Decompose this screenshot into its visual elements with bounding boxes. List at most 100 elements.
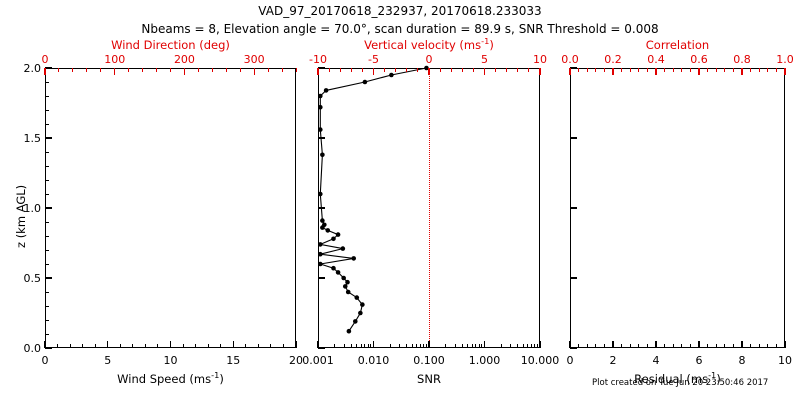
bottom-minor-tick xyxy=(370,344,372,348)
bottom-minor-tick xyxy=(758,344,760,348)
top-major-tick xyxy=(569,68,571,75)
top-major-tick xyxy=(784,68,786,75)
bottom-minor-tick xyxy=(419,344,421,348)
bottom-major-tick xyxy=(483,341,486,348)
y-major-tick xyxy=(318,347,325,349)
top-major-tick xyxy=(253,68,255,75)
y-minor-tick xyxy=(45,109,49,111)
bottom-minor-tick xyxy=(603,344,605,348)
snr-data-point xyxy=(318,242,323,247)
bottom-minor-tick xyxy=(732,344,734,348)
top-minor-tick xyxy=(225,68,227,72)
y-minor-tick xyxy=(45,95,49,97)
top-minor-tick xyxy=(629,68,631,72)
bottom-minor-tick xyxy=(245,344,247,348)
bottom-minor-tick xyxy=(629,344,631,348)
top-minor-tick xyxy=(586,68,588,72)
top-major-tick xyxy=(44,68,46,75)
snr-data-point xyxy=(346,328,352,334)
y-minor-tick xyxy=(45,291,49,293)
plot-creation-stamp: Plot created on Tue Jun 20 23:50:46 2017 xyxy=(592,378,769,388)
bottom-minor-tick xyxy=(257,344,259,348)
y-major-tick xyxy=(570,67,577,69)
bottom-axis-label: SNR xyxy=(417,372,441,386)
y-tick-label: 1.5 xyxy=(23,132,42,145)
top-minor-tick xyxy=(775,68,777,72)
snr-data-point xyxy=(331,265,336,271)
bottom-tick-label: 0 xyxy=(566,354,574,367)
top-major-tick xyxy=(539,68,541,75)
top-tick-label: 0.0 xyxy=(561,53,579,66)
bottom-minor-tick xyxy=(638,344,640,348)
top-tick-label: 0.8 xyxy=(733,53,751,66)
bottom-minor-tick xyxy=(57,344,59,348)
y-minor-tick xyxy=(45,81,49,83)
snr-data-point xyxy=(318,127,323,132)
bottom-major-tick xyxy=(232,341,234,348)
bottom-minor-tick xyxy=(416,344,418,348)
bottom-minor-tick xyxy=(621,344,623,348)
bottom-minor-tick xyxy=(475,344,477,348)
top-minor-tick xyxy=(672,68,674,72)
top-minor-tick xyxy=(715,68,717,72)
bottom-tick-label: 10 xyxy=(163,354,178,367)
y-major-tick xyxy=(45,67,52,69)
top-minor-tick xyxy=(750,68,752,72)
bottom-minor-tick xyxy=(578,344,580,348)
snr-data-point xyxy=(318,104,323,110)
bottom-minor-tick xyxy=(445,344,447,348)
top-minor-tick xyxy=(406,68,408,72)
bottom-minor-tick xyxy=(425,344,427,348)
bottom-minor-tick xyxy=(500,344,502,348)
top-minor-tick xyxy=(211,68,213,72)
top-tick-label: 0.4 xyxy=(647,53,665,66)
bottom-tick-label: 0.100 xyxy=(413,354,445,367)
top-minor-tick xyxy=(664,68,666,72)
snr-data-point xyxy=(360,302,365,307)
bottom-major-tick xyxy=(698,341,700,348)
bottom-minor-tick xyxy=(69,344,71,348)
top-minor-tick xyxy=(689,68,691,72)
y-major-tick xyxy=(318,277,325,279)
top-minor-tick xyxy=(767,68,769,72)
bottom-minor-tick xyxy=(767,344,769,348)
bottom-major-tick xyxy=(107,341,109,348)
top-minor-tick xyxy=(350,68,352,72)
bottom-minor-tick xyxy=(367,344,369,348)
bottom-major-tick xyxy=(655,341,657,348)
top-minor-tick xyxy=(461,68,463,72)
top-minor-tick xyxy=(170,68,171,72)
snr-data-point xyxy=(335,232,341,237)
top-minor-tick xyxy=(100,68,102,72)
bottom-minor-tick xyxy=(157,344,159,348)
top-minor-tick xyxy=(578,68,580,72)
y-major-tick xyxy=(570,277,577,279)
bottom-minor-tick xyxy=(461,344,463,348)
y-major-tick xyxy=(318,67,325,69)
bottom-major-tick xyxy=(44,341,46,348)
snr-data-point xyxy=(345,279,350,285)
snr-profile-line xyxy=(318,67,427,332)
bottom-minor-tick xyxy=(406,344,408,348)
top-minor-tick xyxy=(517,68,519,72)
top-tick-label: 0.6 xyxy=(690,53,708,66)
bottom-minor-tick xyxy=(119,344,121,348)
top-tick-label: 100 xyxy=(104,53,126,66)
bottom-tick-label: 1.000 xyxy=(468,354,501,367)
y-minor-tick xyxy=(45,193,49,195)
y-minor-tick xyxy=(45,333,49,335)
bottom-minor-tick xyxy=(517,344,519,348)
top-minor-tick xyxy=(595,68,597,72)
top-minor-tick xyxy=(281,68,283,72)
bottom-tick-label: 5 xyxy=(104,354,112,367)
top-minor-tick xyxy=(681,68,683,72)
top-major-tick xyxy=(698,68,700,75)
top-major-tick xyxy=(428,68,430,75)
snr-data-point xyxy=(354,295,360,300)
top-major-tick xyxy=(741,68,743,75)
bottom-minor-tick xyxy=(530,344,532,348)
snr-data-point xyxy=(362,79,368,85)
bottom-major-tick xyxy=(169,341,172,348)
y-major-tick xyxy=(570,347,577,349)
